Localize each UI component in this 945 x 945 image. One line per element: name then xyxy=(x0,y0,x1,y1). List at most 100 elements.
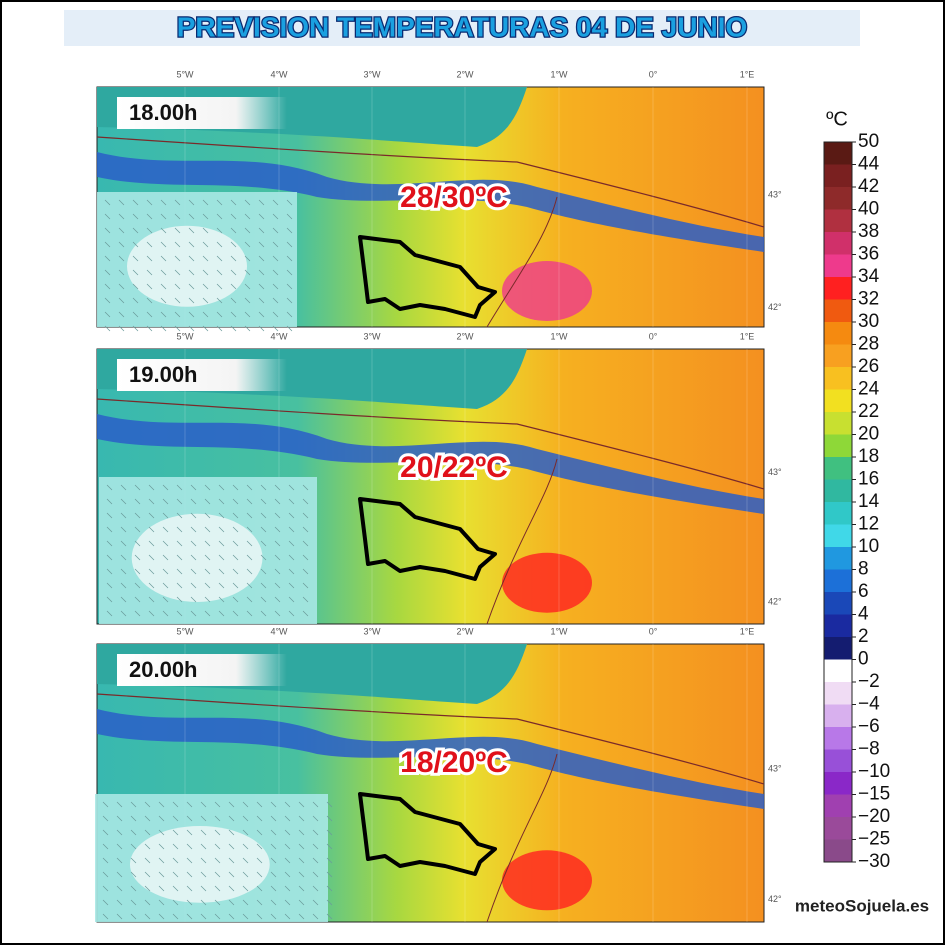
wind-arrow xyxy=(158,899,165,906)
colorbar-segment xyxy=(824,592,852,615)
wind-arrow xyxy=(284,815,291,822)
colorbar-segment xyxy=(824,232,852,255)
colorbar-label: 12 xyxy=(858,514,879,535)
region-outline xyxy=(358,792,497,876)
wind-arrow xyxy=(218,596,225,603)
wind-arrow xyxy=(228,885,235,892)
wind-arrow xyxy=(144,815,151,822)
colorbar-label: 2 xyxy=(858,626,869,647)
colorbar-label: −2 xyxy=(858,671,880,692)
wind-arrow xyxy=(256,871,263,878)
wind-arrow xyxy=(132,311,139,318)
region-outline xyxy=(358,235,497,319)
wind-arrow xyxy=(172,801,179,808)
colorbar-segment xyxy=(824,344,852,368)
wind-arrow xyxy=(188,255,195,262)
wind-arrow xyxy=(102,857,109,864)
longitude-label: 3°W xyxy=(363,331,381,341)
wind-arrow xyxy=(106,554,113,561)
wind-arrow xyxy=(256,843,263,850)
wind-arrow xyxy=(106,526,113,533)
wind-arrow xyxy=(228,801,235,808)
wind-arrow xyxy=(120,596,127,603)
colorbar-label: 6 xyxy=(858,581,869,602)
wind-arrow xyxy=(284,899,291,906)
wind-arrow xyxy=(186,843,193,850)
wind-arrow xyxy=(230,241,237,248)
colorbar-segment xyxy=(824,502,852,525)
wind-arrow xyxy=(104,255,111,262)
wind-arrow xyxy=(190,554,197,561)
wind-arrow xyxy=(312,843,319,850)
wind-arrow xyxy=(242,843,249,850)
wind-arrow xyxy=(256,899,263,906)
colorbar-label: 26 xyxy=(858,356,879,377)
wind-arrow xyxy=(186,815,193,822)
wind-arrow xyxy=(174,255,181,262)
wind-arrow xyxy=(230,297,237,304)
longitude-label: 0° xyxy=(649,331,658,341)
wind-arrow xyxy=(188,269,195,276)
wind-arrow xyxy=(214,801,221,808)
wind-arrow xyxy=(258,213,265,220)
wind-arrow xyxy=(202,199,209,206)
wind-arrow xyxy=(204,484,211,491)
wind-arrow xyxy=(116,857,123,864)
wind-arrow xyxy=(302,512,309,519)
wind-arrow xyxy=(228,899,235,906)
longitude-label: 2°W xyxy=(456,69,474,79)
wind-arrow xyxy=(202,311,209,318)
latitude-label: 42° xyxy=(768,302,782,312)
wind-arrow xyxy=(176,526,183,533)
wind-arrow xyxy=(116,885,123,892)
wind-arrow xyxy=(160,297,167,304)
wind-arrow xyxy=(230,227,237,234)
wind-arrow xyxy=(326,885,333,892)
wind-arrow xyxy=(160,283,167,290)
wind-arrow xyxy=(298,829,305,836)
wind-arrow xyxy=(102,913,109,920)
colorbar-segment xyxy=(824,412,852,435)
wind-arrow xyxy=(162,568,169,575)
longitude-label: 4°W xyxy=(270,69,288,79)
wind-arrow xyxy=(216,227,223,234)
wind-arrow xyxy=(162,610,169,617)
wind-arrow xyxy=(270,885,277,892)
wind-arrow xyxy=(298,899,305,906)
wind-arrow xyxy=(188,283,195,290)
wind-arrow xyxy=(256,857,263,864)
wind-arrow xyxy=(228,829,235,836)
wind-arrow xyxy=(284,885,291,892)
wind-arrow xyxy=(230,199,237,206)
wind-arrow xyxy=(272,283,279,290)
wind-arrow xyxy=(134,498,141,505)
wind-arrow xyxy=(258,241,265,248)
colorbar-label: −25 xyxy=(858,829,890,850)
wind-arrow xyxy=(246,484,253,491)
wind-arrow xyxy=(242,815,249,822)
wind-arrow xyxy=(204,568,211,575)
wind-arrow xyxy=(284,857,291,864)
wind-arrow xyxy=(260,540,267,547)
wind-arrow xyxy=(176,498,183,505)
wind-arrow xyxy=(162,554,169,561)
wind-arrow xyxy=(200,801,207,808)
wind-arrow xyxy=(270,815,277,822)
time-tag xyxy=(117,359,287,391)
wind-arrow xyxy=(160,255,167,262)
wind-arrow xyxy=(134,512,141,519)
wind-arrow xyxy=(302,610,309,617)
wind-arrow xyxy=(288,512,295,519)
wind-arrow xyxy=(118,297,125,304)
wind-arrow xyxy=(148,540,155,547)
wind-arrow xyxy=(104,269,111,276)
wind-arrow xyxy=(288,554,295,561)
wind-arrow xyxy=(242,899,249,906)
longitude-label: 1°E xyxy=(740,626,755,636)
wind-arrow xyxy=(102,885,109,892)
wind-arrow xyxy=(274,596,281,603)
wind-arrow xyxy=(188,241,195,248)
wind-arrow xyxy=(214,815,221,822)
wind-arrow xyxy=(286,199,293,206)
longitude-label: 1°W xyxy=(550,331,568,341)
